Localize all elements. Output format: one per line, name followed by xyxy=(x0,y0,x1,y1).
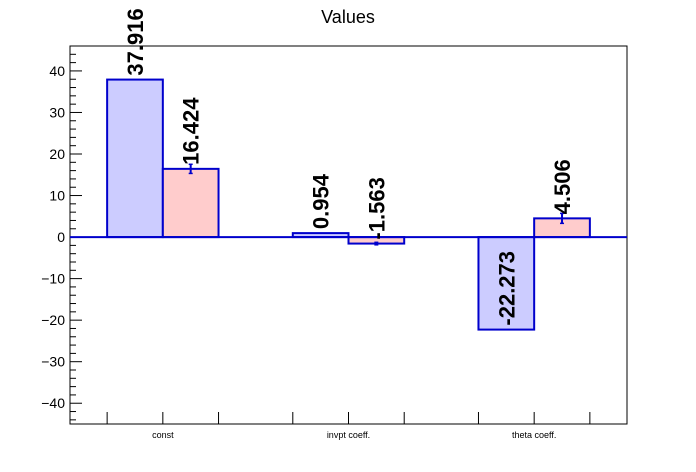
y-tick-label: 0 xyxy=(57,229,65,245)
y-tick-label: −30 xyxy=(41,354,65,370)
y-tick-label: 40 xyxy=(49,63,65,79)
x-category-label: const xyxy=(152,430,174,440)
y-tick-label: −10 xyxy=(41,271,65,287)
value-label: -1.563 xyxy=(364,177,389,239)
bar-const-s2 xyxy=(161,167,220,239)
bar-theta-coeff--s1 xyxy=(477,236,536,331)
x-category-label: theta coeff. xyxy=(512,430,556,440)
x-axis: const invpt coeff. theta coeff. xyxy=(106,412,591,440)
value-label: 0.954 xyxy=(309,173,334,229)
y-tick-label: 10 xyxy=(49,188,65,204)
y-tick-label: −40 xyxy=(41,395,65,411)
y-axis: −40 −30 −20 −10 0 10 20 30 40 xyxy=(41,45,82,421)
value-label: 16.424 xyxy=(179,97,204,165)
y-tick-label: −20 xyxy=(41,312,65,328)
y-tick-label: 20 xyxy=(49,146,65,162)
bar-const-s1 xyxy=(106,78,164,239)
value-label: 4.506 xyxy=(550,159,575,214)
bars xyxy=(70,78,627,331)
x-category-label: invpt coeff. xyxy=(327,430,370,440)
chart-title: Values xyxy=(321,7,375,27)
value-labels: 37.916 0.954 -22.273 16.424 -1.563 4.506 xyxy=(123,8,575,325)
value-label: 37.916 xyxy=(123,8,148,75)
value-label: -22.273 xyxy=(494,251,519,326)
y-tick-label: 30 xyxy=(49,104,65,120)
